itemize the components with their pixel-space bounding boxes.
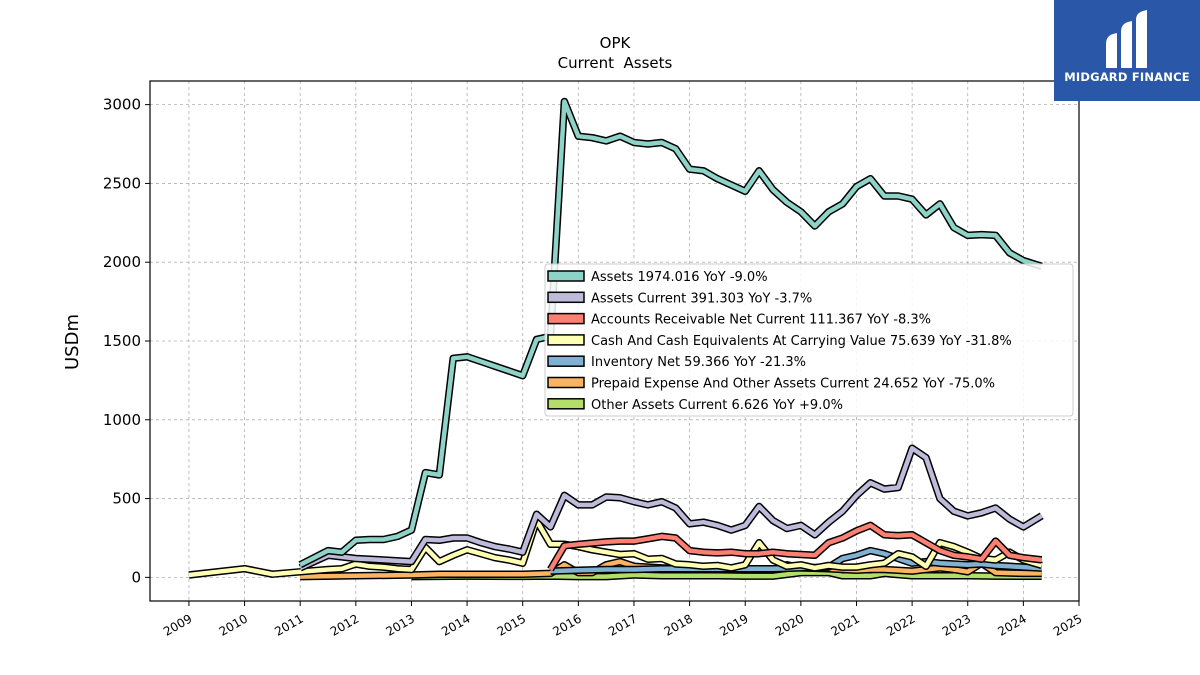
- legend-swatch: [547, 398, 585, 410]
- legend-entry: Assets Current 391.303 YoY -3.7%: [591, 291, 812, 306]
- legend-entry: Accounts Receivable Net Current 111.367 …: [591, 313, 931, 328]
- legend-swatch: [547, 312, 585, 325]
- x-tick-label: 2013: [384, 611, 417, 638]
- x-tick-label: 2012: [328, 611, 361, 638]
- logo-text: MIDGARD FINANCE: [1064, 70, 1190, 84]
- chart-title: OPK: [600, 34, 632, 52]
- x-axis-ticks: 2009 2010 2011 2012 2013 2014 2015 2016 2017 2018…: [161, 601, 1085, 639]
- midgard-finance-logo: MIDGARD FINANCE: [1054, 0, 1200, 101]
- y-tick-label: 1000: [103, 411, 141, 429]
- midgard-logo-icon: [1106, 10, 1147, 68]
- x-tick-label: 2017: [606, 611, 639, 638]
- y-tick-label: 0: [131, 568, 141, 586]
- series-line: [299, 99, 1043, 567]
- x-tick-label: 2015: [495, 611, 528, 638]
- x-tick-label: 2009: [161, 611, 194, 638]
- legend-entry: Inventory Net 59.366 YoY -21.3%: [591, 355, 806, 370]
- x-tick-label: 2022: [884, 611, 917, 638]
- x-tick-label: 2025: [1051, 611, 1084, 638]
- legend-entry: Other Assets Current 6.626 YoY +9.0%: [591, 398, 843, 413]
- legend-entry: Prepaid Expense And Other Assets Current…: [591, 377, 995, 392]
- legend-box: [544, 263, 1074, 417]
- y-tick-label: 500: [112, 490, 141, 508]
- legend-swatch: [547, 291, 585, 304]
- series-lines: [188, 97, 1044, 581]
- x-tick-label: 2010: [217, 611, 250, 638]
- x-tick-label: 2018: [662, 611, 695, 638]
- y-tick-label: 3000: [103, 96, 141, 114]
- series-line: [299, 445, 1043, 570]
- x-tick-label: 2024: [995, 611, 1028, 638]
- legend-entry: Cash And Cash Equivalents At Carrying Va…: [591, 334, 1012, 349]
- legend-swatch: [547, 376, 585, 389]
- x-tick-label: 2014: [439, 611, 472, 638]
- series-line: [548, 523, 1042, 571]
- chart-subtitle: Current Assets: [558, 54, 673, 72]
- legend-swatch: [547, 270, 585, 282]
- legend: Assets 1974.016 YoY -9.0% Assets Current …: [544, 263, 1074, 417]
- x-tick-label: 2020: [773, 611, 806, 638]
- x-tick-label: 2011: [272, 611, 305, 638]
- x-tick-label: 2023: [940, 611, 973, 638]
- series-line: [188, 518, 1043, 578]
- x-tick-label: 2016: [550, 611, 583, 638]
- series-line: [550, 548, 1042, 574]
- y-tick-label: 2500: [103, 174, 141, 192]
- y-tick-label: 2000: [103, 253, 141, 271]
- series-line: [411, 570, 1042, 579]
- legend-swatch: [547, 355, 585, 367]
- y-axis-ticks: 0 500 1000 1500 2000 2500 3000: [103, 96, 150, 586]
- x-tick-label: 2019: [717, 611, 750, 638]
- y-tick-label: 1500: [103, 332, 141, 350]
- legend-entry: Assets 1974.016 YoY -9.0%: [591, 270, 768, 285]
- y-axis-label: USDm: [62, 314, 83, 370]
- legend-swatch: [547, 334, 585, 346]
- x-tick-label: 2021: [829, 611, 862, 638]
